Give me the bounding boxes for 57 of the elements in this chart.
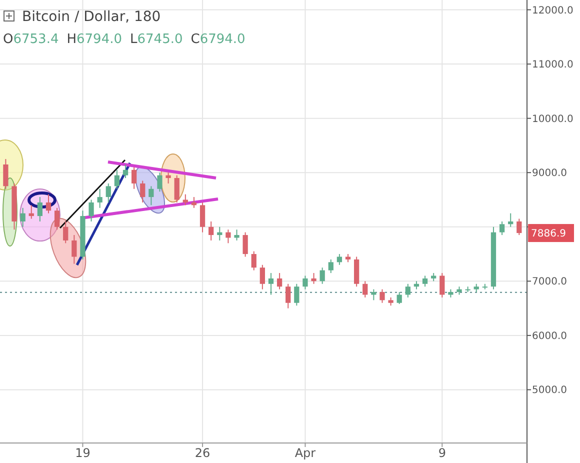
candlestick — [336, 254, 342, 266]
candlestick — [311, 272, 316, 284]
candlestick — [328, 258, 334, 274]
candlestick — [166, 172, 171, 184]
x-tick-label: 26 — [194, 446, 210, 460]
candlestick — [72, 234, 77, 264]
candlestick — [208, 220, 214, 241]
candlestick — [422, 275, 428, 288]
candlestick — [260, 264, 265, 290]
candlestick — [362, 280, 368, 298]
candlestick — [148, 186, 154, 206]
candlestick — [88, 199, 94, 222]
candlestick — [182, 194, 188, 206]
candlestick — [396, 292, 402, 304]
candlestick — [122, 164, 128, 179]
candlestick — [106, 182, 111, 203]
candlestick — [499, 220, 505, 236]
candlestick — [405, 283, 410, 298]
y-tick-label: 6000.0 — [532, 330, 567, 342]
x-tick-label: 19 — [75, 446, 90, 460]
candlestick — [380, 288, 385, 304]
candlestick — [140, 180, 146, 203]
candlestick — [294, 283, 300, 306]
candlestick — [20, 207, 26, 228]
candlestick — [3, 158, 8, 190]
candlestick — [54, 207, 60, 230]
candlestick — [200, 202, 206, 233]
y-tick-label: 5000.0 — [532, 385, 567, 396]
y-tick-label: 11000.0 — [532, 60, 574, 71]
candlestick — [440, 272, 445, 298]
text: 7886.9 — [531, 228, 566, 240]
y-tick-label: 12000.0 — [532, 5, 574, 16]
x-tick-label: Apr — [294, 446, 316, 460]
y-tick-label: 9000.0 — [532, 168, 567, 180]
candlestick — [286, 283, 291, 309]
candlestick — [251, 250, 256, 271]
candlestick — [132, 166, 137, 190]
candlestick — [268, 272, 274, 296]
text: Bitcoin / Dollar, 180 — [22, 9, 161, 25]
candlestick — [63, 220, 68, 244]
candlestick — [37, 196, 42, 222]
candlestick — [174, 174, 180, 203]
candlestick — [226, 229, 231, 244]
y-tick-label: 7000.0 — [532, 276, 567, 288]
candlestick — [46, 194, 52, 214]
x-tick-label: 9 — [438, 446, 446, 460]
candlestick — [157, 172, 162, 192]
candlestick — [276, 272, 282, 290]
y-tick-label: 10000.0 — [532, 114, 574, 125]
candlestick — [516, 218, 522, 236]
candlestick — [302, 275, 308, 290]
candlestick — [97, 188, 102, 208]
candlestick — [114, 169, 120, 190]
candlestick — [320, 267, 325, 284]
text: O6753.4 H6794.0 L6745.0 C6794.0 — [3, 32, 246, 47]
candlestick — [234, 229, 240, 241]
candlestick — [242, 232, 248, 258]
